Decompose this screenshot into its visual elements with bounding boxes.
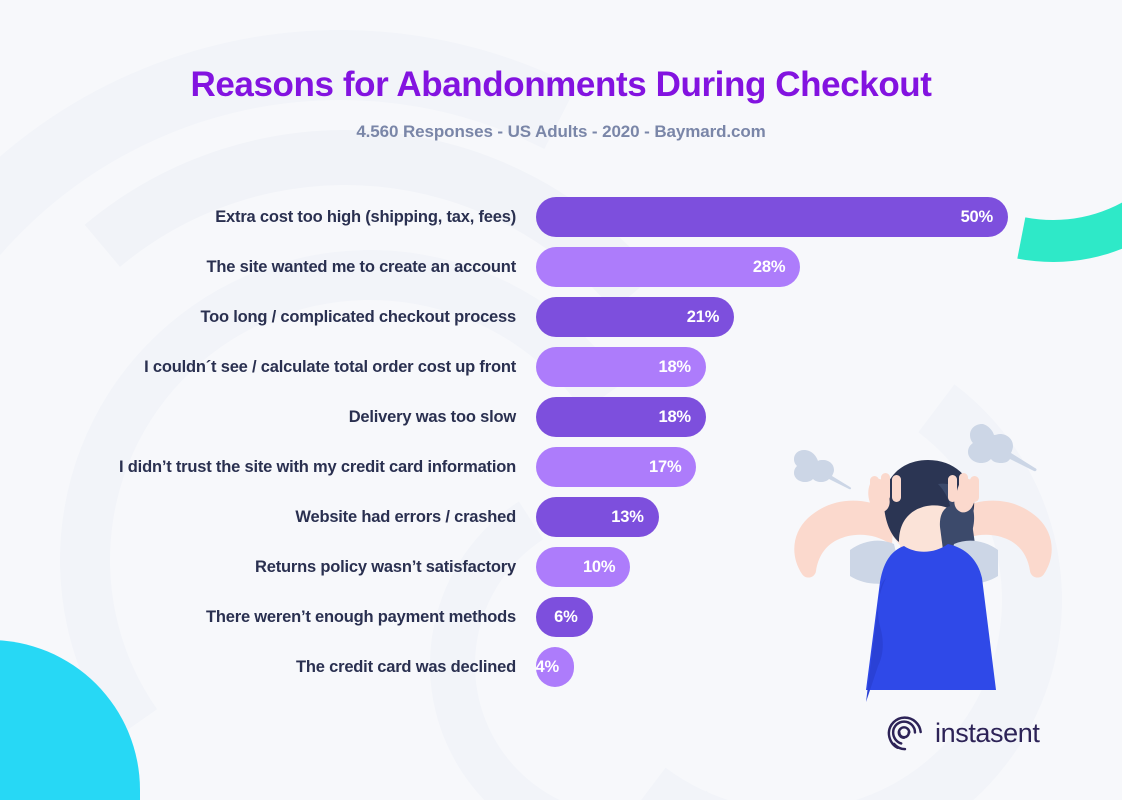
bar-value-label: 18% <box>658 407 691 426</box>
bar[interactable]: 18% <box>536 397 706 437</box>
bar-category-label: There weren’t enough payment methods <box>205 607 516 626</box>
bar-value-label: 10% <box>582 557 616 576</box>
bar-track: 4% <box>536 642 574 692</box>
bar-track: 18% <box>536 392 706 442</box>
bar[interactable]: 10% <box>536 547 631 587</box>
bar-value-label: 6% <box>554 607 578 626</box>
bar-category-label: Too long / complicated checkout process <box>200 307 516 326</box>
bar-row: There weren’t enough payment methods 6% <box>0 592 1122 642</box>
chart-subtitle: 4.560 Responses - US Adults - 2020 - Bay… <box>356 122 766 141</box>
bar-track: 50% <box>536 192 1008 242</box>
bar-row: Returns policy wasn’t satisfactory 10% <box>0 542 1122 592</box>
bar[interactable]: 4% <box>536 647 574 687</box>
bar[interactable]: 6% <box>536 597 593 637</box>
bar-value-label: 4% <box>535 657 560 676</box>
bar-chart: Extra cost too high (shipping, tax, fees… <box>0 192 1122 692</box>
bar-track: 13% <box>536 492 659 542</box>
bar-category-label: I couldn´t see / calculate total order c… <box>144 357 516 376</box>
bar-row: Too long / complicated checkout process 2… <box>0 292 1122 342</box>
bar-row: The credit card was declined 4% <box>0 642 1122 692</box>
bar-track: 6% <box>536 592 593 642</box>
steam-puff-icon <box>794 424 1037 490</box>
bar-track: 10% <box>536 542 631 592</box>
bar-row: I didn’t trust the site with my credit c… <box>0 442 1122 492</box>
chart-title: Reasons for Abandonments During Checkout <box>190 65 932 104</box>
bar[interactable]: 13% <box>536 497 659 537</box>
bar-row: Delivery was too slow 18% <box>0 392 1122 442</box>
bar-category-label: Extra cost too high (shipping, tax, fees… <box>215 207 516 226</box>
bar-track: 17% <box>536 442 697 492</box>
bar-category-label: The credit card was declined <box>296 657 516 676</box>
bar-row: Website had errors / crashed 13% <box>0 492 1122 542</box>
bar-category-label: Returns policy wasn’t satisfactory <box>255 557 516 576</box>
bar-value-label: 28% <box>752 257 786 276</box>
bar-value-label: 18% <box>658 357 691 376</box>
chart-header: Reasons for Abandonments During Checkout… <box>0 64 1122 142</box>
bar[interactable]: 17% <box>536 447 697 487</box>
bar[interactable]: 21% <box>536 297 735 337</box>
spiral-fingerprint-icon <box>887 716 922 751</box>
logo-text: instasent <box>935 717 1040 748</box>
bar-value-label: 13% <box>611 507 644 526</box>
bar-category-label: Website had errors / crashed <box>295 507 516 526</box>
bar-row: The site wanted me to create an account 2… <box>0 242 1122 292</box>
bar[interactable]: 28% <box>536 247 801 287</box>
bar-track: 21% <box>536 292 735 342</box>
bar-category-label: Delivery was too slow <box>348 407 516 426</box>
bar[interactable]: 50% <box>536 197 1008 237</box>
instasent-logo: instasent <box>886 714 1040 752</box>
bar-category-label: I didn’t trust the site with my credit c… <box>119 457 516 476</box>
bar-value-label: 21% <box>686 307 720 326</box>
bar-value-label: 50% <box>960 207 994 226</box>
bar-row: Extra cost too high (shipping, tax, fees… <box>0 192 1122 242</box>
bar-value-label: 17% <box>649 457 682 476</box>
bar-track: 18% <box>536 342 706 392</box>
frustrated-woman-illustration <box>786 418 1062 704</box>
bar[interactable]: 18% <box>536 347 706 387</box>
bar-row: I couldn´t see / calculate total order c… <box>0 342 1122 392</box>
bar-track: 28% <box>536 242 801 292</box>
bar-category-label: The site wanted me to create an account <box>206 257 517 276</box>
